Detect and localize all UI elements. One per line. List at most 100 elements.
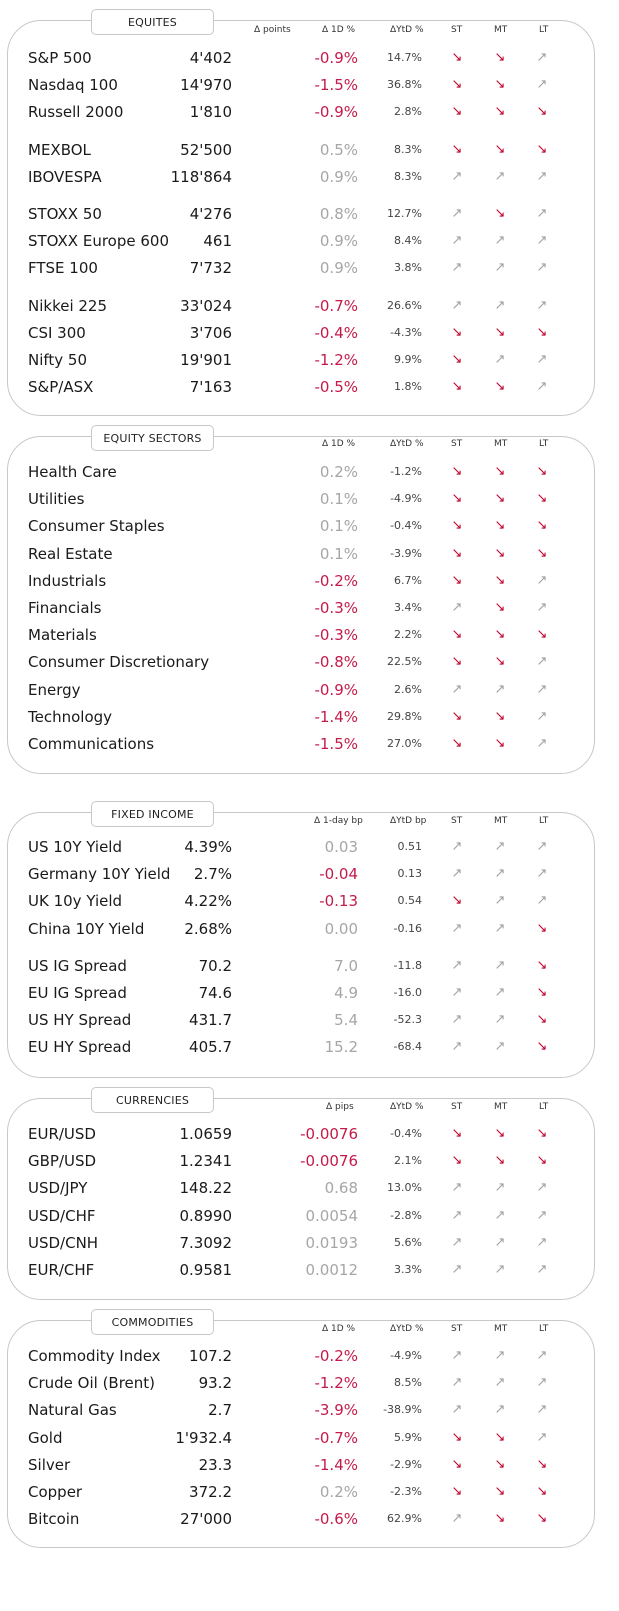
row-ytd: 26.6%: [387, 299, 422, 312]
header-lt: LT: [539, 1324, 549, 1334]
row-change: -3.9%: [314, 1401, 358, 1419]
table-row: Commodity Index 107.2 -0.2% -4.9% ↗ ↗ ↗: [28, 1344, 588, 1368]
row-ytd: 22.5%: [387, 655, 422, 668]
section-title: EQUITY SECTORS: [91, 425, 214, 451]
row-level: 19'901: [180, 351, 232, 369]
table-row: STOXX Europe 600 461 0.9% 8.4% ↗ ↗ ↗: [28, 229, 588, 253]
row-level: 405.7: [189, 1038, 232, 1056]
row-change: 4.9: [334, 984, 358, 1002]
row-name: S&P/ASX: [28, 378, 94, 396]
table-row: EUR/CHF 0.9581 0.0012 3.3% ↗ ↗ ↗: [28, 1258, 588, 1282]
table-row: IBOVESPA 118'864 0.9% 8.3% ↗ ↗ ↗: [28, 165, 588, 189]
row-level: 118'864: [170, 168, 232, 186]
row-ytd: 0.13: [397, 867, 423, 880]
trend-mt-up-arrow-icon: ↗: [494, 1348, 506, 1363]
header-lt: LT: [539, 439, 549, 449]
row-change: 0.8%: [319, 205, 358, 223]
row-name: Utilities: [28, 490, 85, 508]
header-ytd: ΔYtD %: [390, 1324, 424, 1334]
row-name: US HY Spread: [28, 1011, 132, 1029]
trend-mt-up-arrow-icon: ↗: [494, 921, 506, 936]
trend-lt-up-arrow-icon: ↗: [536, 298, 548, 313]
trend-st-up-arrow-icon: ↗: [451, 169, 463, 184]
trend-mt-up-arrow-icon: ↗: [494, 352, 506, 367]
row-ytd: -0.16: [393, 922, 422, 935]
trend-st-down-arrow-icon: ↘: [451, 1457, 463, 1472]
table-row: Silver 23.3 -1.4% -2.9% ↘ ↘ ↘: [28, 1453, 588, 1477]
trend-lt-down-arrow-icon: ↘: [536, 104, 548, 119]
trend-mt-down-arrow-icon: ↘: [494, 50, 506, 65]
trend-st-down-arrow-icon: ↘: [451, 491, 463, 506]
row-ytd: 3.8%: [394, 261, 422, 274]
trend-mt-down-arrow-icon: ↘: [494, 546, 506, 561]
trend-st-down-arrow-icon: ↘: [451, 546, 463, 561]
table-row: S&P 500 4'402 -0.9% 14.7% ↘ ↘ ↗: [28, 46, 588, 70]
row-name: Russell 2000: [28, 103, 124, 121]
row-level: 7.3092: [179, 1234, 233, 1252]
row-change: -0.9%: [314, 681, 358, 699]
row-level: 1.2341: [179, 1152, 233, 1170]
row-name: Bitcoin: [28, 1510, 80, 1528]
trend-lt-up-arrow-icon: ↗: [536, 233, 548, 248]
table-row: EUR/USD 1.0659 -0.0076 -0.4% ↘ ↘ ↘: [28, 1122, 588, 1146]
row-level: 74.6: [198, 984, 232, 1002]
trend-lt-up-arrow-icon: ↗: [536, 839, 548, 854]
row-level: 4'402: [189, 49, 232, 67]
trend-st-up-arrow-icon: ↗: [451, 1262, 463, 1277]
trend-lt-down-arrow-icon: ↘: [536, 142, 548, 157]
header-change: Δ 1-day bp: [314, 816, 363, 826]
table-row: US IG Spread 70.2 7.0 -11.8 ↗ ↗ ↘: [28, 954, 588, 978]
trend-mt-down-arrow-icon: ↘: [494, 104, 506, 119]
trend-lt-up-arrow-icon: ↗: [536, 50, 548, 65]
row-level: 7'732: [189, 259, 232, 277]
row-ytd: 2.1%: [394, 1154, 422, 1167]
trend-lt-up-arrow-icon: ↗: [536, 1430, 548, 1445]
row-ytd: 0.54: [397, 894, 423, 907]
row-name: US IG Spread: [28, 957, 127, 975]
row-name: Financials: [28, 599, 102, 617]
header-mt: MT: [494, 1102, 508, 1112]
section-title: FIXED INCOME: [91, 801, 214, 827]
trend-st-up-arrow-icon: ↗: [451, 1348, 463, 1363]
row-name: China 10Y Yield: [28, 920, 145, 938]
trend-st-down-arrow-icon: ↘: [451, 1153, 463, 1168]
row-name: Germany 10Y Yield: [28, 865, 171, 883]
row-ytd: -2.9%: [390, 1458, 422, 1471]
row-name: Industrials: [28, 572, 107, 590]
trend-lt-up-arrow-icon: ↗: [536, 866, 548, 881]
trend-lt-down-arrow-icon: ↘: [536, 1126, 548, 1141]
row-change: -1.2%: [314, 1374, 358, 1392]
trend-st-down-arrow-icon: ↘: [451, 654, 463, 669]
header-st: ST: [451, 1102, 463, 1112]
row-name: Copper: [28, 1483, 83, 1501]
row-ytd: 12.7%: [387, 207, 422, 220]
row-ytd: -4.9%: [390, 1349, 422, 1362]
trend-lt-up-arrow-icon: ↗: [536, 1375, 548, 1390]
trend-st-up-arrow-icon: ↗: [451, 1375, 463, 1390]
row-level: 93.2: [198, 1374, 232, 1392]
trend-lt-up-arrow-icon: ↗: [536, 893, 548, 908]
row-level: 1'810: [189, 103, 232, 121]
row-ytd: 27.0%: [387, 737, 422, 750]
trend-lt-down-arrow-icon: ↘: [536, 921, 548, 936]
table-row: Nikkei 225 33'024 -0.7% 26.6% ↗ ↗ ↗: [28, 294, 588, 318]
trend-st-down-arrow-icon: ↘: [451, 1484, 463, 1499]
trend-lt-up-arrow-icon: ↗: [536, 1402, 548, 1417]
row-level: 3'706: [189, 324, 232, 342]
row-change: 0.0193: [305, 1234, 359, 1252]
trend-lt-down-arrow-icon: ↘: [536, 958, 548, 973]
trend-mt-down-arrow-icon: ↘: [494, 325, 506, 340]
trend-st-down-arrow-icon: ↘: [451, 379, 463, 394]
table-row: Communications -1.5% 27.0% ↘ ↘ ↗: [28, 732, 588, 756]
row-level: 23.3: [198, 1456, 232, 1474]
row-name: FTSE 100: [28, 259, 98, 277]
panel-4: [7, 1320, 595, 1548]
row-ytd: 6.7%: [394, 574, 422, 587]
row-level: 2.7%: [193, 865, 232, 883]
header-lt: LT: [539, 1102, 549, 1112]
row-level: 431.7: [189, 1011, 232, 1029]
trend-st-down-arrow-icon: ↘: [451, 142, 463, 157]
table-row: Consumer Staples 0.1% -0.4% ↘ ↘ ↘: [28, 514, 588, 538]
trend-mt-down-arrow-icon: ↘: [494, 1153, 506, 1168]
row-level: 2.68%: [184, 920, 232, 938]
